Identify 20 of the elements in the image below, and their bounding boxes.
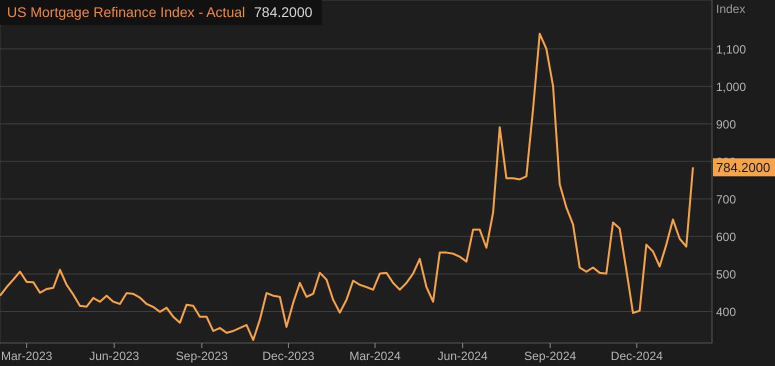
x-tick-label: Jun-2024 bbox=[438, 349, 488, 363]
chart-title: US Mortgage Refinance Index - Actual bbox=[7, 4, 246, 20]
x-tick-label: Sep-2023 bbox=[176, 349, 228, 363]
x-tick-label: Mar-2024 bbox=[349, 349, 402, 363]
y-axis-title: Index bbox=[716, 2, 746, 16]
y-tick-label: 400 bbox=[716, 304, 736, 319]
x-tick-label: Dec-2023 bbox=[262, 349, 315, 363]
x-tick-label: Dec-2024 bbox=[610, 349, 664, 363]
y-tick-label: 600 bbox=[716, 230, 736, 244]
y-tick-label: 500 bbox=[716, 267, 736, 282]
line-series bbox=[0, 32, 694, 341]
y-tick-label: 700 bbox=[716, 192, 736, 206]
y-tick-label: 900 bbox=[716, 117, 736, 132]
chart-subtitle: 784.2000 bbox=[254, 4, 313, 20]
data-label: 784.2000 bbox=[716, 160, 770, 175]
x-tick-label: Jun-2023 bbox=[89, 349, 140, 363]
y-tick-label: 1,100 bbox=[716, 42, 746, 56]
x-tick-label: Sep-2024 bbox=[524, 349, 577, 363]
x-tick-label: Mar-2023 bbox=[0, 349, 53, 363]
y-tick-label: 1,000 bbox=[716, 80, 746, 94]
